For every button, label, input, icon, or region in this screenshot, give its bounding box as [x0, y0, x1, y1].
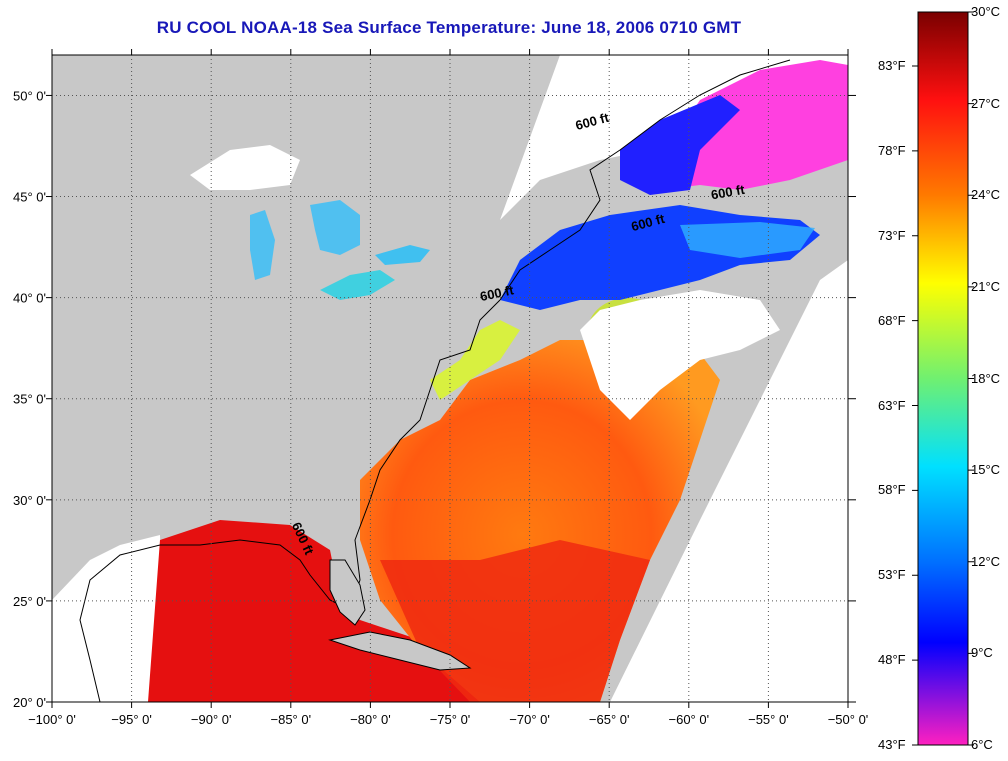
contour-label: 600 ft: [710, 182, 747, 203]
lon-tick-label: −70° 0': [509, 712, 550, 727]
colorbar-ticks: [912, 11, 974, 746]
axis-ticks: −100° 0' −95° 0' −90° 0' −85° 0' −80° 0' −75°…: [13, 49, 868, 727]
labrador-blue: [620, 95, 740, 195]
lat-tick-label: 35° 0': [13, 392, 46, 407]
colorbar-celsius-label: 12°C: [971, 553, 1001, 569]
lon-tick-label: −65° 0': [589, 712, 630, 727]
lon-tick-label: −55° 0': [748, 712, 789, 727]
coastline-north: [499, 59, 791, 301]
colorbar-celsius-label: 21°C: [971, 278, 1001, 294]
cold-shelf-teal: [680, 222, 815, 258]
colorbar-celsius-label: 30°C: [971, 4, 1001, 19]
colorbar-celsius-label: 24°C: [971, 187, 1001, 203]
lon-tick-label: −85° 0': [271, 712, 312, 727]
lat-tick-label: 40° 0': [13, 291, 46, 306]
lake-huron: [310, 200, 360, 255]
lon-tick-label: −75° 0': [430, 712, 471, 727]
lake-ontario-erie: [320, 270, 395, 300]
map-title: RU COOL NOAA-18 Sea Surface Temperature:…: [156, 18, 742, 37]
gulf-nodata: [52, 535, 165, 702]
lat-tick-label: 25° 0': [13, 594, 46, 609]
colorbar-fahrenheit-label: 48°F: [878, 652, 906, 668]
colorbar-celsius-label: 6°C: [971, 737, 993, 752]
graticule: [52, 55, 848, 702]
lat-tick-label: 45° 0': [13, 190, 46, 205]
lon-tick-label: −80° 0': [350, 712, 391, 727]
lat-tick-label: 20° 0': [13, 695, 46, 710]
colorbar-fahrenheit-label: 83°F: [878, 58, 906, 73]
colorbar-celsius-label: 9°C: [971, 645, 993, 661]
colorbar-fahrenheit-label: 68°F: [878, 312, 906, 328]
great-lakes-nodata: [190, 145, 300, 190]
gulf-sst: [148, 520, 600, 702]
lake-ontario: [375, 245, 430, 265]
colorbar-fahrenheit-label: 73°F: [878, 227, 906, 243]
florida: [329, 559, 366, 626]
nodata-area: [500, 55, 848, 702]
lat-tick-label: 30° 0': [13, 493, 46, 508]
cuba-coast: [328, 631, 472, 671]
lake-michigan: [250, 210, 275, 280]
colorbar-celsius-label: 18°C: [971, 370, 1001, 386]
colorbar-fahrenheit-label: 43°F: [878, 737, 906, 752]
colorbar-celsius-label: 15°C: [971, 462, 1001, 478]
shelf-yellow: [430, 320, 520, 400]
colorbar: [917, 11, 969, 746]
lon-tick-label: −90° 0': [191, 712, 232, 727]
contour-label: 600 ft: [479, 282, 516, 304]
colorbar-fahrenheit-label: 78°F: [878, 142, 906, 158]
lat-tick-label: 50° 0': [13, 88, 46, 103]
colorbar-fahrenheit-label: 53°F: [878, 567, 906, 583]
colorbar-fahrenheit-label: 58°F: [878, 482, 906, 498]
mid-atlantic-white: [580, 290, 780, 420]
lon-tick-label: −60° 0': [669, 712, 710, 727]
lon-tick-label: −100° 0': [28, 712, 76, 727]
lon-tick-label: −50° 0': [828, 712, 869, 727]
colorbar-celsius-label: 27°C: [971, 95, 1001, 111]
map-area: [52, 55, 848, 702]
lon-tick-label: −95° 0': [111, 712, 152, 727]
colorbar-fahrenheit-label: 63°F: [878, 397, 906, 413]
